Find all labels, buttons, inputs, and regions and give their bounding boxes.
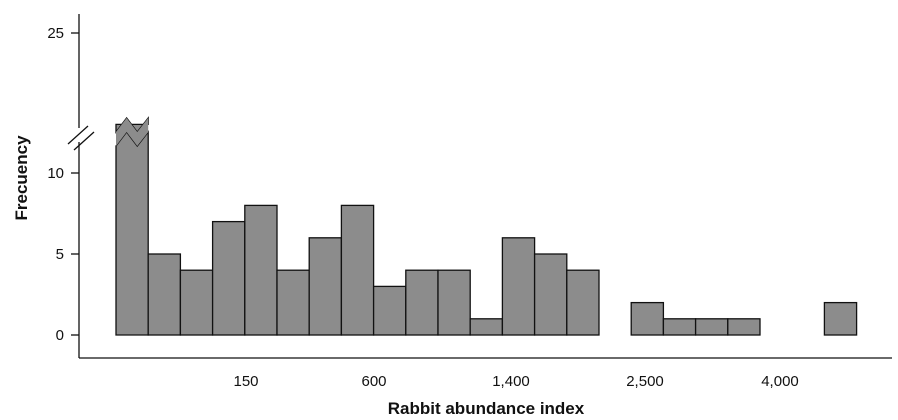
y-axis-ticks — [71, 32, 79, 336]
bar-7 — [340, 204, 375, 336]
y-tick-labels: 0 5 10 25 — [47, 25, 64, 344]
x-tick-label-1400: 1,400 — [492, 373, 530, 390]
y-tick-label-5: 5 — [56, 246, 64, 263]
bar-13 — [533, 253, 568, 336]
bar-0-lower — [115, 130, 149, 336]
bar-5 — [276, 269, 310, 336]
x-tick-label-150: 150 — [233, 373, 258, 390]
bar-18 — [694, 318, 729, 336]
y-axis-title: Frecuency — [12, 135, 31, 221]
bar-8 — [372, 285, 407, 336]
y-tick-label-0: 0 — [56, 327, 64, 344]
bar-6 — [308, 237, 343, 336]
bars — [115, 116, 858, 336]
bar-4 — [244, 204, 278, 336]
bar-2 — [179, 269, 214, 336]
bar-17 — [662, 318, 697, 336]
bar-16 — [630, 301, 665, 336]
bar-0-break-fill — [116, 118, 149, 146]
bar-9 — [405, 269, 439, 336]
y-axis-break-mark — [67, 125, 95, 151]
bar-22 — [823, 301, 858, 336]
y-tick-label-10: 10 — [47, 165, 64, 182]
x-tick-labels: 150 600 1,400 2,500 4,000 — [233, 373, 798, 390]
bar-19 — [727, 318, 761, 336]
bar-3 — [211, 220, 246, 336]
bar-10 — [437, 269, 471, 336]
bar-1 — [147, 253, 182, 336]
x-tick-label-600: 600 — [361, 373, 386, 390]
bar-12 — [501, 237, 536, 336]
x-tick-label-4000: 4,000 — [761, 373, 799, 390]
y-tick-label-25: 25 — [47, 25, 64, 42]
x-tick-label-2500: 2,500 — [626, 373, 664, 390]
x-axis-title: Rabbit abundance index — [388, 399, 585, 418]
bar-14 — [566, 269, 600, 336]
bar-11 — [469, 318, 504, 336]
